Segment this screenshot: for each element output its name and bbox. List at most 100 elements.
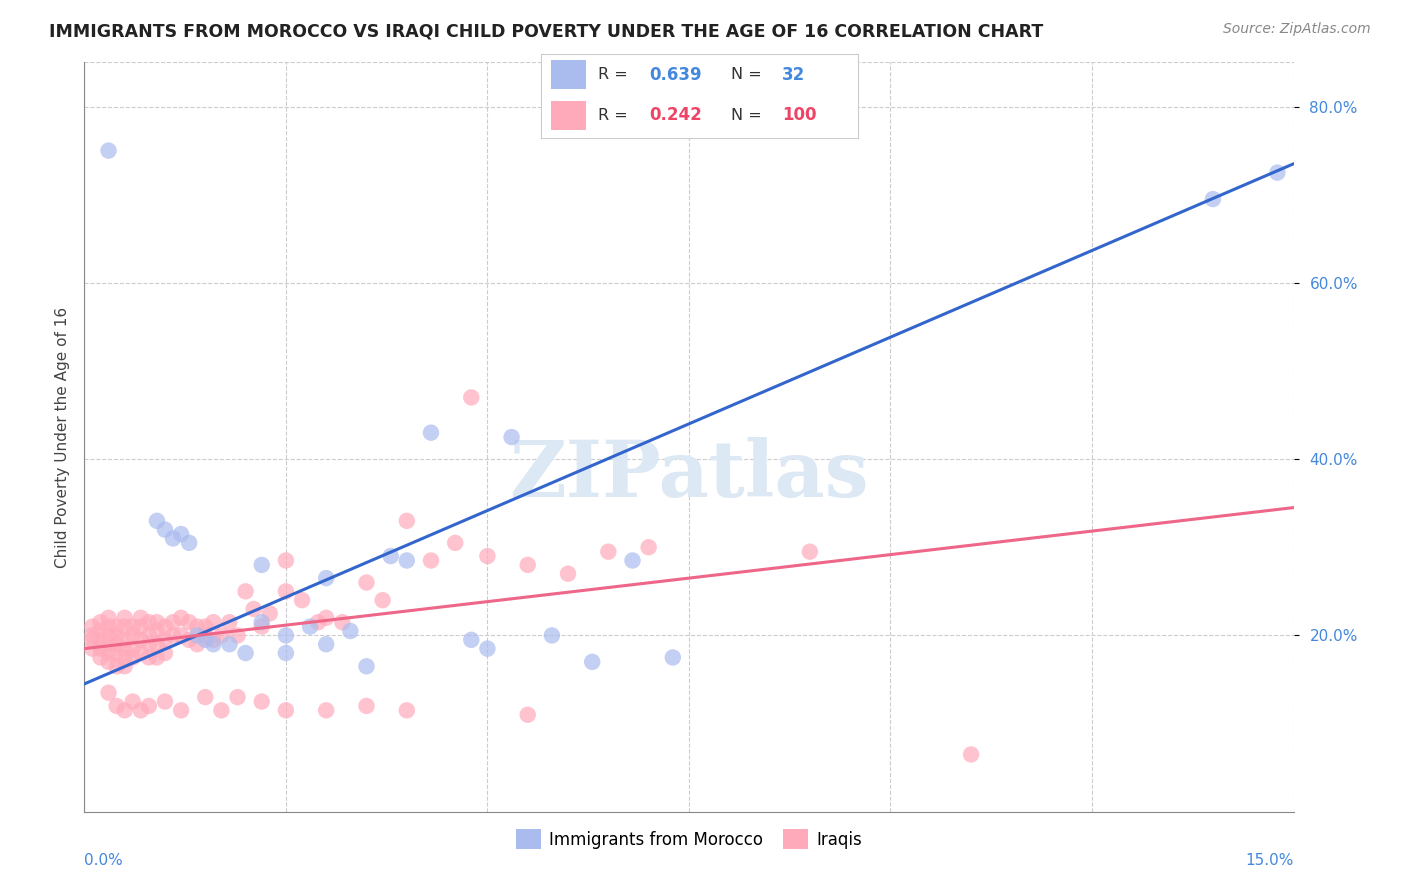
Point <box>299 619 322 633</box>
Point <box>138 628 160 642</box>
Point <box>274 584 297 599</box>
Text: 32: 32 <box>782 66 806 84</box>
Point <box>315 611 337 625</box>
Point <box>114 641 136 656</box>
Text: 0.242: 0.242 <box>650 106 702 124</box>
Point <box>235 646 257 660</box>
Point <box>662 650 685 665</box>
Text: Source: ZipAtlas.com: Source: ZipAtlas.com <box>1223 22 1371 37</box>
Point <box>209 703 232 717</box>
Point <box>153 619 176 633</box>
Point <box>114 611 136 625</box>
Point <box>315 637 337 651</box>
Point <box>146 637 169 651</box>
Point <box>460 632 482 647</box>
Point <box>97 686 120 700</box>
Point <box>153 694 176 708</box>
Point <box>274 646 297 660</box>
Point <box>420 553 443 567</box>
Point <box>274 553 297 567</box>
Point <box>235 584 257 599</box>
Point <box>395 703 418 717</box>
Point <box>105 619 128 633</box>
Point <box>501 430 523 444</box>
Point <box>121 628 143 642</box>
Point <box>89 641 111 656</box>
Point <box>82 641 104 656</box>
Point <box>114 650 136 665</box>
Point <box>121 650 143 665</box>
Point <box>477 549 499 563</box>
Point <box>444 536 467 550</box>
Point <box>121 694 143 708</box>
Point <box>259 607 281 621</box>
Point <box>315 703 337 717</box>
Point <box>82 619 104 633</box>
Bar <box>551 61 586 89</box>
Point <box>97 655 120 669</box>
Point <box>129 646 152 660</box>
Point <box>339 624 361 638</box>
Point <box>153 523 176 537</box>
Point <box>315 571 337 585</box>
Point <box>82 628 104 642</box>
Point <box>162 532 184 546</box>
Point <box>114 703 136 717</box>
Text: N =: N = <box>731 108 762 123</box>
Point <box>516 707 538 722</box>
Point <box>395 514 418 528</box>
Point <box>356 575 378 590</box>
Point <box>105 646 128 660</box>
Point <box>146 624 169 638</box>
Point <box>138 615 160 630</box>
Text: IMMIGRANTS FROM MOROCCO VS IRAQI CHILD POVERTY UNDER THE AGE OF 16 CORRELATION C: IMMIGRANTS FROM MOROCCO VS IRAQI CHILD P… <box>49 22 1043 40</box>
Point <box>202 632 225 647</box>
Point <box>202 615 225 630</box>
Point <box>105 637 128 651</box>
Point <box>114 632 136 647</box>
Text: R =: R = <box>599 108 633 123</box>
Point <box>89 624 111 638</box>
Point <box>356 698 378 713</box>
Point <box>97 637 120 651</box>
Point <box>162 615 184 630</box>
Point <box>97 628 120 642</box>
Text: 100: 100 <box>782 106 817 124</box>
Point <box>250 558 273 572</box>
Point <box>129 703 152 717</box>
Point <box>194 632 217 647</box>
Text: R =: R = <box>599 67 633 82</box>
Point <box>356 659 378 673</box>
Y-axis label: Child Poverty Under the Age of 16: Child Poverty Under the Age of 16 <box>55 307 70 567</box>
Point <box>274 628 297 642</box>
Point <box>186 637 208 651</box>
Bar <box>551 101 586 130</box>
Point <box>170 703 193 717</box>
Point <box>82 632 104 647</box>
Point <box>330 615 353 630</box>
Point <box>581 655 603 669</box>
Point <box>179 615 201 630</box>
Point <box>420 425 443 440</box>
Point <box>114 659 136 673</box>
Point <box>97 144 120 158</box>
Point <box>541 628 564 642</box>
Point <box>179 632 201 647</box>
Text: 0.639: 0.639 <box>650 66 702 84</box>
Point <box>307 615 329 630</box>
Point <box>380 549 402 563</box>
Point <box>89 632 111 647</box>
Point <box>250 615 273 630</box>
Point <box>274 703 297 717</box>
Point <box>799 544 821 558</box>
Point <box>129 632 152 647</box>
Point <box>105 659 128 673</box>
Point <box>557 566 579 581</box>
Point <box>89 615 111 630</box>
Point <box>97 646 120 660</box>
Point <box>170 611 193 625</box>
Point <box>460 391 482 405</box>
Point <box>960 747 983 762</box>
Point <box>194 619 217 633</box>
Point <box>146 650 169 665</box>
